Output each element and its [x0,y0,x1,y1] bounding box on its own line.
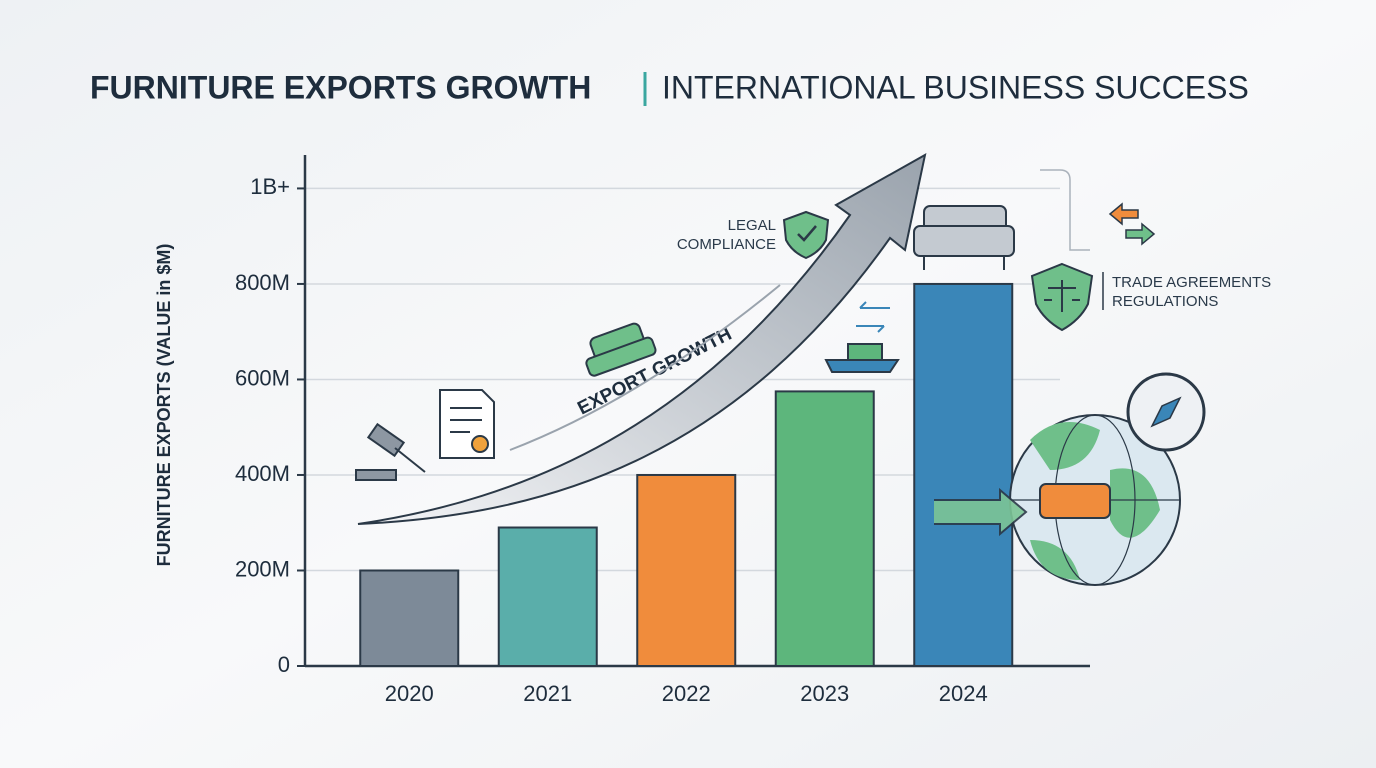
legal-shield-icon [782,210,830,260]
gray-sofa-icon [913,205,1015,270]
y-tick-label: 0 [278,652,290,677]
dashed-trail [509,284,781,451]
y-tick-label: 600M [235,365,290,390]
bar [913,282,1014,667]
x-tick-label: 2024 [939,681,988,706]
y-tick-label: 1B+ [250,174,290,199]
chart-title: FURNITURE EXPORTS GROWTH [90,69,591,105]
bar [359,569,460,667]
x-tick-label: 2020 [385,681,434,706]
annotation-text: LEGAL [728,217,776,234]
ship-icon [824,301,900,373]
chart-subtitle: INTERNATIONAL BUSINESS SUCCESS [662,69,1249,105]
bar [497,526,598,668]
scale-shield-icon [1030,262,1094,332]
bar [774,390,875,667]
gavel-icon [355,422,426,481]
annotation-text: COMPLIANCE [677,236,776,253]
plot-area: 0 200M 400M 600M 800M 1B+ 2020 2021 2022 2023 2024 [235,155,1090,706]
annotation-text: REGULATIONS [1112,293,1218,310]
annotation-text: TRADE AGREEMENTS [1112,274,1271,291]
y-tick-label: 400M [235,461,290,486]
trade-arrows-icon [1108,202,1156,246]
x-tick-label: 2023 [800,681,849,706]
certificate-icon [439,389,495,459]
x-tick-label: 2022 [662,681,711,706]
growth-arrow [357,153,927,525]
bar [636,473,737,667]
y-tick-label: 200M [235,556,290,581]
x-tick-label: 2021 [523,681,572,706]
green-sofa-icon [585,322,657,377]
y-tick-label: 800M [235,270,290,295]
y-axis-label: FURNITURE EXPORTS (VALUE in $M) [154,244,174,567]
connector [1040,169,1090,251]
globe-icon [934,372,1206,586]
